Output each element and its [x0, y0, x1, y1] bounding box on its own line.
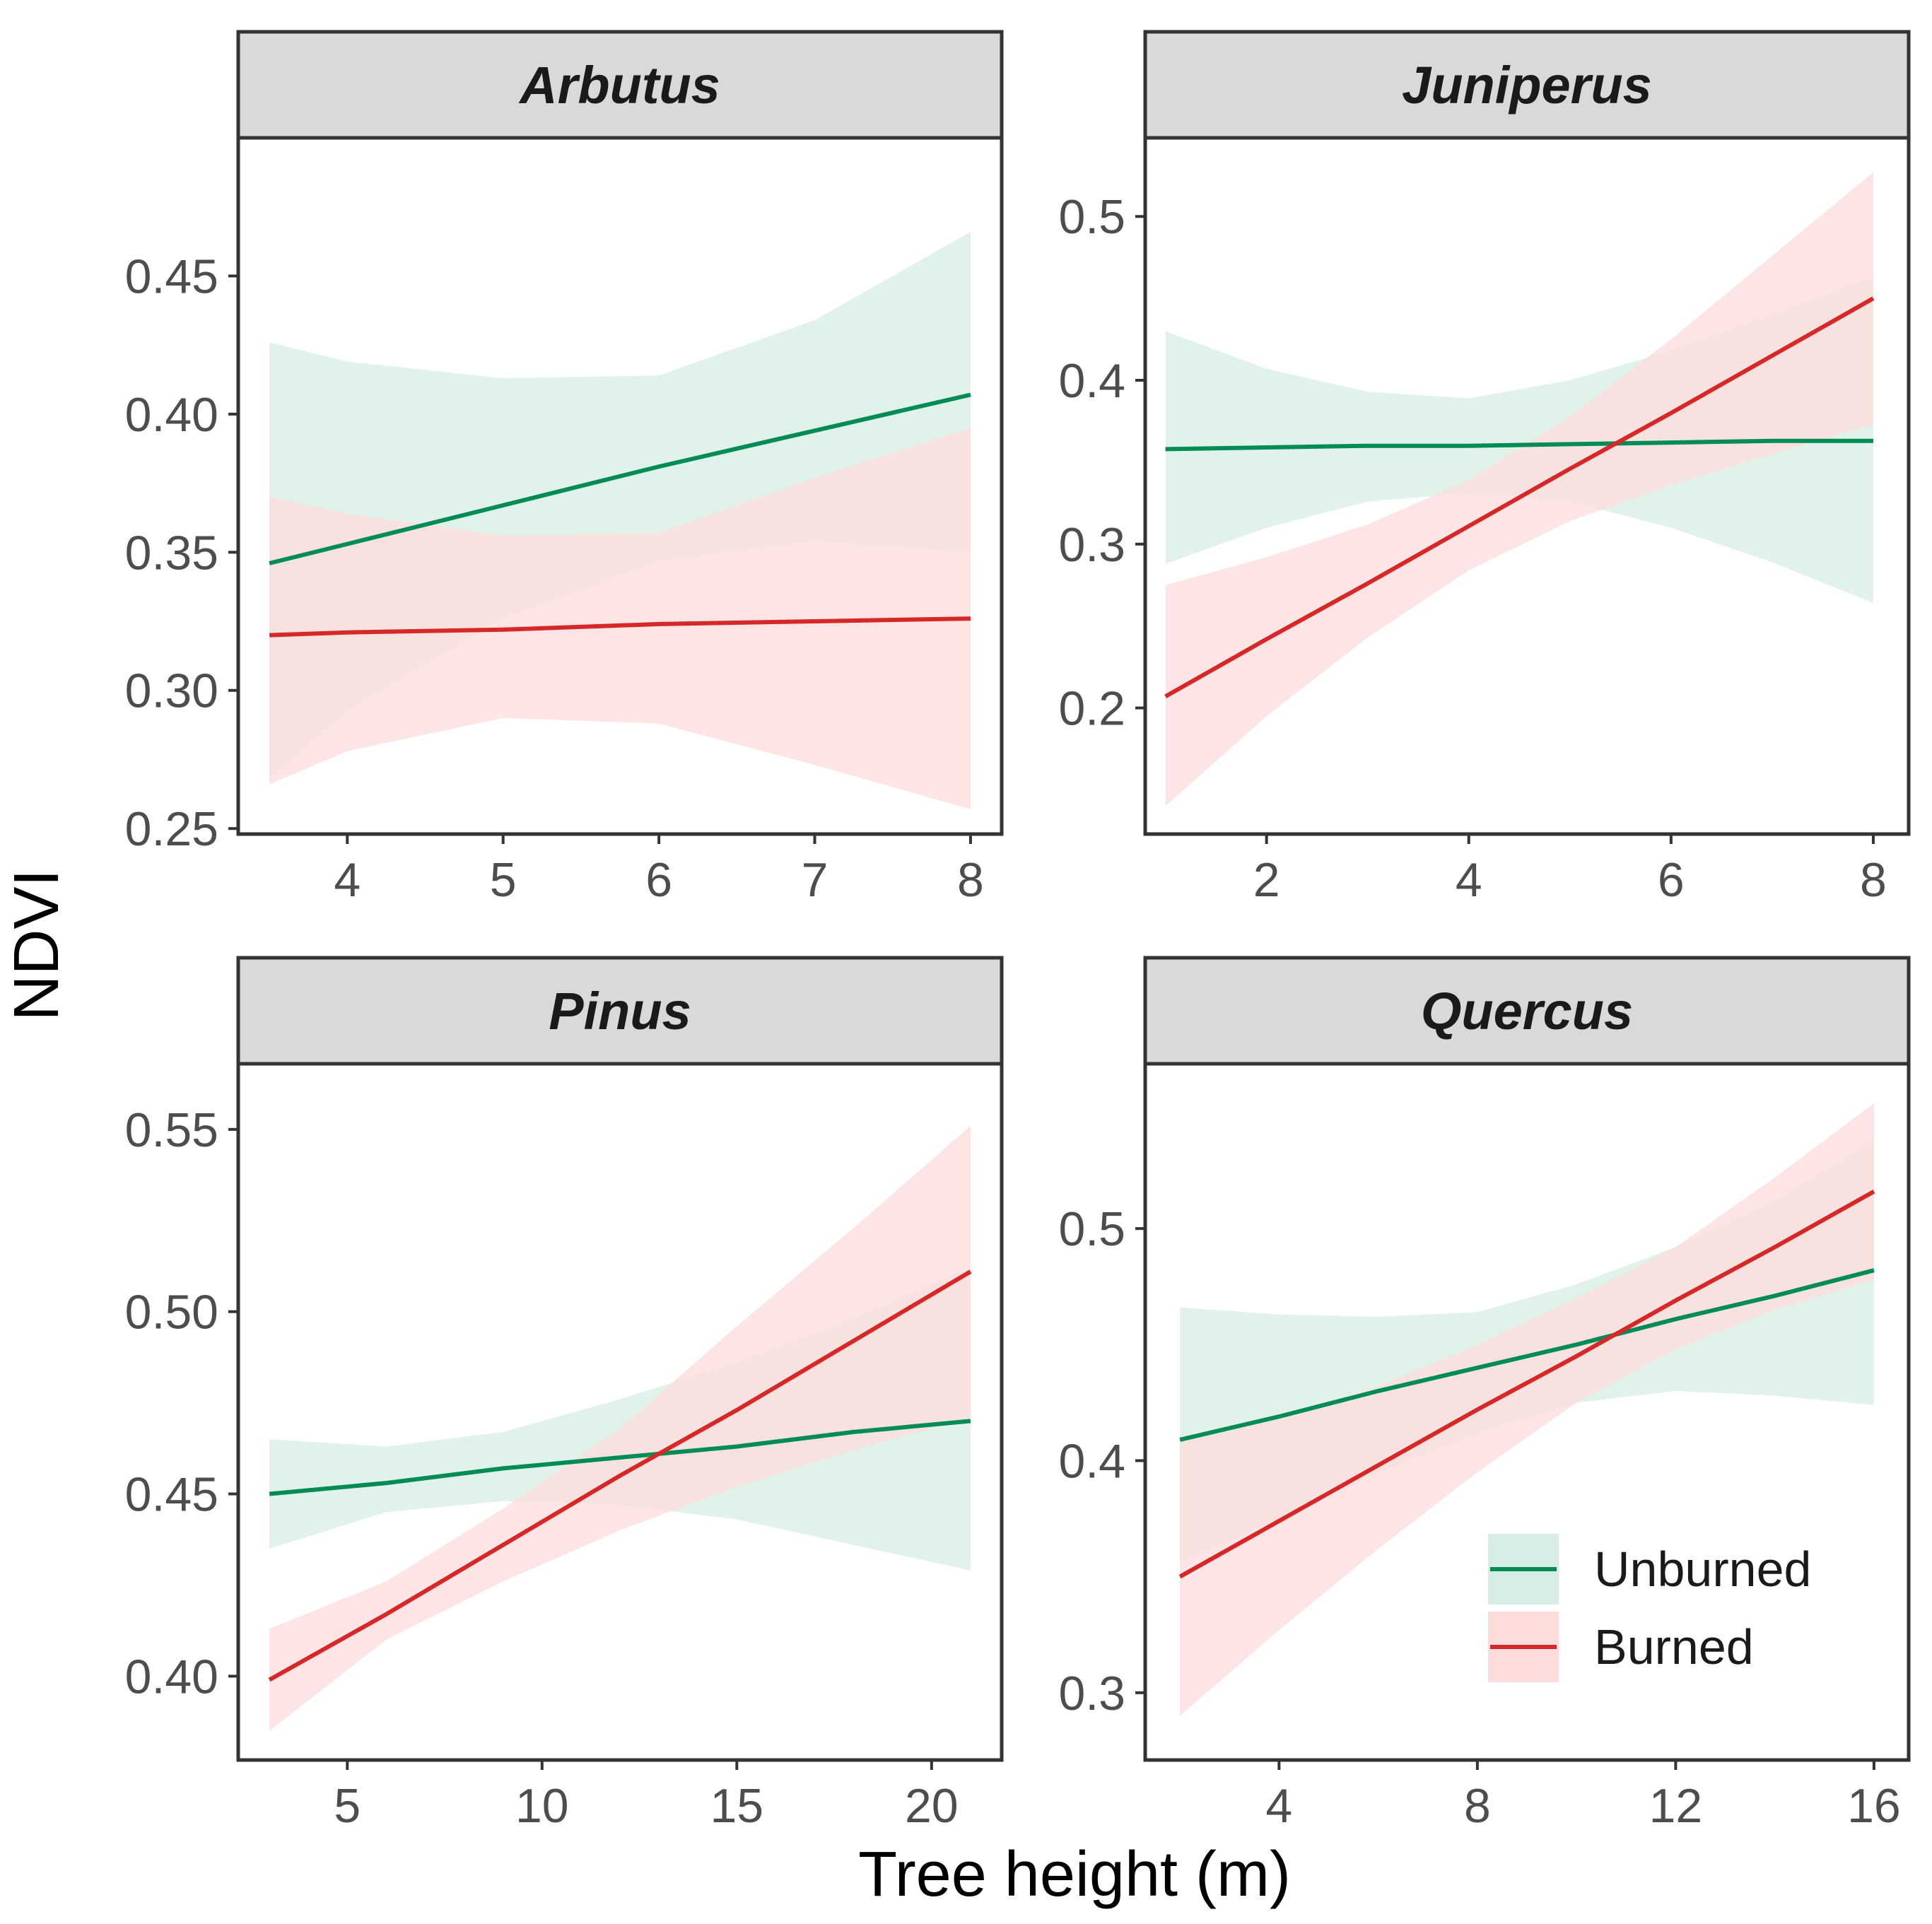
x-tick-label: 8	[1464, 1779, 1491, 1833]
legend-label-unburned: Unburned	[1594, 1542, 1811, 1597]
x-tick-label: 6	[645, 853, 672, 907]
y-tick-label: 0.3	[1058, 518, 1125, 572]
x-tick-label: 4	[334, 853, 361, 907]
panel-title: Arbutus	[518, 56, 720, 115]
panel-frame	[1143, 136, 1911, 836]
x-tick-label: 4	[1265, 1779, 1292, 1833]
x-tick-label: 2	[1253, 853, 1280, 907]
y-tick-label: 0.3	[1058, 1667, 1125, 1720]
series-line-unburned	[269, 1419, 971, 1496]
x-tick-label: 15	[710, 1779, 763, 1833]
x-tick-label: 5	[334, 1779, 361, 1833]
panel-frame	[236, 136, 1004, 836]
panel-frame	[1143, 1062, 1911, 1762]
y-tick-label: 0.50	[125, 1286, 218, 1339]
x-tick-label: 6	[1658, 853, 1685, 907]
y-tick-label: 0.5	[1058, 1202, 1125, 1256]
y-tick-label: 0.4	[1058, 354, 1125, 408]
legend-label-burned: Burned	[1594, 1619, 1754, 1674]
panel-title: Quercus	[1421, 982, 1633, 1040]
panel-frame	[236, 1062, 1004, 1762]
series-line-unburned	[1165, 438, 1873, 452]
x-tick-label: 5	[490, 853, 517, 907]
panel-quercus: Quercus 0.3 0.4 0.5 4 8 12 16	[1058, 956, 1911, 1833]
panel-arbutus: Arbutus 0.25 0.30 0.35 0.40 0.45 4 5 6 7 8	[125, 30, 1004, 907]
y-tick-label: 0.2	[1058, 682, 1125, 736]
legend: Unburned Burned	[1488, 1534, 1811, 1682]
series-line-burned	[1164, 296, 1875, 698]
y-tick-label: 0.30	[125, 664, 218, 718]
y-tick-label: 0.40	[125, 1650, 218, 1703]
y-tick-label: 0.40	[125, 388, 218, 442]
panel-strip	[236, 30, 1004, 140]
y-tick-label: 0.25	[125, 802, 218, 856]
ci-band-burned	[269, 428, 971, 809]
panel-strip	[236, 956, 1004, 1066]
y-tick-label: 0.35	[125, 526, 218, 580]
x-tick-label: 8	[957, 853, 984, 907]
x-tick-label: 8	[1860, 853, 1887, 907]
x-axis-title: Tree height (m)	[858, 1839, 1291, 1910]
panel-strip	[1143, 956, 1911, 1066]
x-tick-label: 4	[1456, 853, 1482, 907]
panel-juniperus: Juniperus 0.2 0.3 0.4 0.5 2 4 6 8	[1058, 30, 1911, 907]
x-tick-label: 12	[1649, 1779, 1703, 1833]
ci-band-burned	[1165, 172, 1873, 806]
y-tick-label: 0.5	[1058, 190, 1125, 244]
series-line-burned	[269, 616, 971, 638]
y-tick-label: 0.4	[1058, 1434, 1125, 1488]
y-tick-label: 0.55	[125, 1103, 218, 1157]
y-tick-label: 0.45	[125, 1468, 218, 1522]
series-line-unburned	[269, 392, 971, 565]
y-axis-title: NDVI	[1, 869, 72, 1021]
series-line-burned	[268, 1269, 972, 1682]
y-tick-label: 0.45	[125, 250, 218, 303]
panel-title: Pinus	[549, 982, 691, 1040]
x-tick-label: 7	[802, 853, 829, 907]
panel-pinus: Pinus 0.40 0.45 0.50 0.55 5 10 15 20	[125, 956, 1004, 1833]
panel-title: Juniperus	[1402, 56, 1652, 115]
series-line-unburned	[1179, 1268, 1875, 1442]
ci-band-burned	[1180, 1103, 1874, 1716]
series-line-burned	[1178, 1189, 1875, 1579]
x-tick-label: 16	[1847, 1779, 1901, 1833]
x-tick-label: 20	[905, 1779, 959, 1833]
x-tick-label: 10	[515, 1779, 569, 1833]
